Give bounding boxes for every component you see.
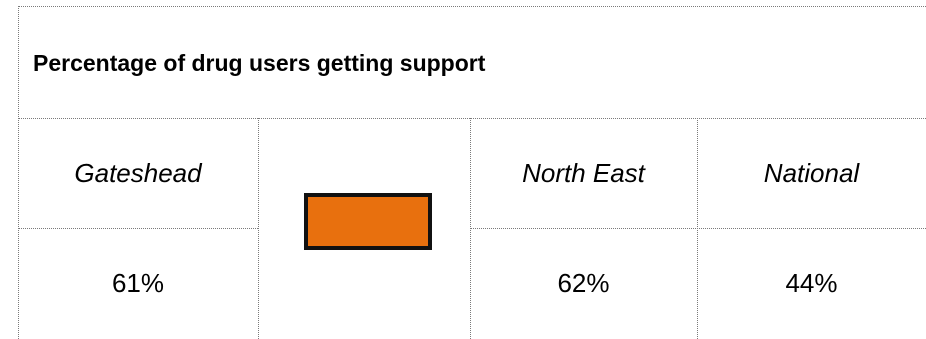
header-national: National (763, 157, 860, 188)
column-divider-3 (697, 118, 698, 339)
value-gateshead: 61% (111, 268, 165, 298)
header-row-divider-right (470, 228, 926, 229)
rag-status-indicator (304, 193, 432, 250)
column-divider-1 (258, 118, 259, 339)
title-row-divider (18, 118, 926, 119)
header-row-divider-left (18, 228, 258, 229)
header-gateshead: Gateshead (74, 157, 202, 188)
column-divider-2 (470, 118, 471, 339)
table-title: Percentage of drug users getting support (33, 50, 486, 76)
top-border (18, 6, 926, 7)
value-national: 44% (785, 268, 838, 298)
header-north-east: North East (522, 157, 645, 188)
value-north-east: 62% (557, 268, 610, 298)
left-border (18, 6, 19, 339)
